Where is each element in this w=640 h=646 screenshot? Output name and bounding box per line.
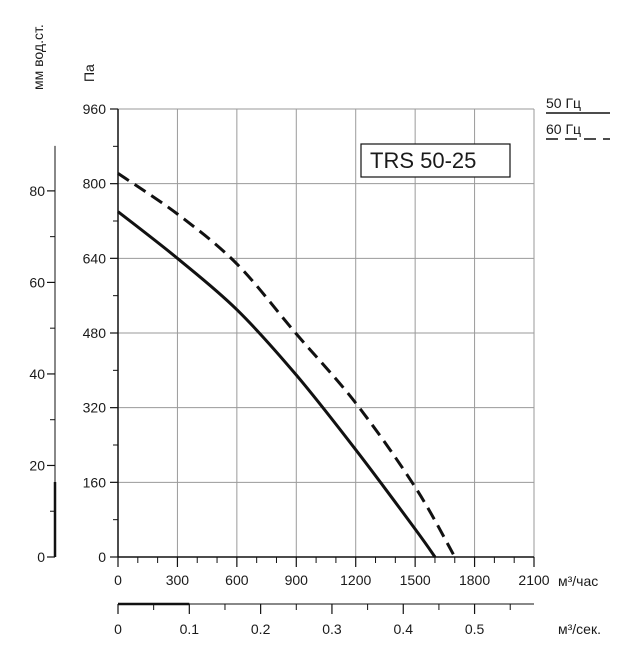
legend-50hz-label: 50 Гц [546, 95, 581, 111]
y-tick-label: 0 [98, 549, 106, 565]
secondary-x-tick-label: 0.4 [394, 621, 414, 637]
model-label-box [360, 143, 511, 178]
x-unit-primary: м³/час [558, 573, 598, 589]
secondary-x-tick-label: 0.1 [180, 621, 200, 637]
x-tick-label: 0 [114, 572, 122, 588]
secondary-x-tick-label: 0 [114, 621, 122, 637]
y-unit-primary: Па [81, 64, 97, 82]
y-tick-label: 960 [83, 101, 107, 117]
secondary-x-tick-label: 0.3 [322, 621, 342, 637]
secondary-y-tick-label: 40 [29, 366, 45, 382]
secondary-y-tick-label: 80 [29, 183, 45, 199]
y-tick-label: 480 [83, 325, 107, 341]
x-tick-label: 600 [225, 572, 249, 588]
x-tick-label: 1800 [459, 572, 490, 588]
curve-60hz [117, 172, 457, 558]
y-unit-secondary: мм вод.ст. [30, 24, 46, 90]
y-tick-label: 800 [83, 176, 107, 192]
y-tick-label: 320 [83, 400, 107, 416]
secondary-y-tick-label: 0 [37, 549, 45, 565]
secondary-y-tick-label: 60 [29, 274, 45, 290]
x-tick-label: 900 [285, 572, 309, 588]
secondary-x-tick-label: 0.5 [465, 621, 485, 637]
secondary-y-tick-label: 20 [29, 457, 45, 473]
y-tick-label: 640 [83, 250, 107, 266]
y-tick-label: 160 [83, 474, 107, 490]
x-tick-label: 1200 [340, 572, 371, 588]
x-tick-label: 1500 [400, 572, 431, 588]
x-tick-label: 300 [166, 572, 190, 588]
legend-60hz-label: 60 Гц [546, 121, 581, 137]
axes [47, 108, 610, 614]
secondary-x-tick-label: 0.2 [251, 621, 271, 637]
grid [118, 108, 535, 557]
curve-50hz [117, 210, 437, 558]
x-unit-secondary: м³/сек. [558, 621, 601, 637]
series-curves [117, 172, 457, 558]
model-label: TRS 50-25 [370, 148, 476, 173]
x-tick-label: 2100 [518, 572, 549, 588]
